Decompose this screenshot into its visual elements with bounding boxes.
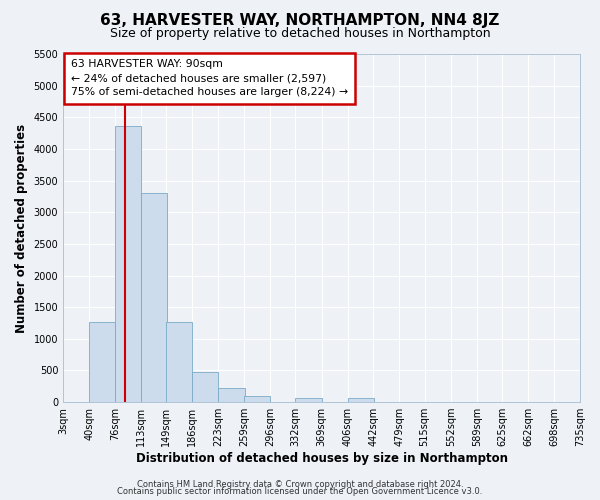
- Text: Size of property relative to detached houses in Northampton: Size of property relative to detached ho…: [110, 28, 490, 40]
- Bar: [193, 372, 218, 402]
- Bar: [295, 398, 322, 402]
- Bar: [166, 322, 193, 402]
- X-axis label: Distribution of detached houses by size in Northampton: Distribution of detached houses by size …: [136, 452, 508, 465]
- Text: Contains public sector information licensed under the Open Government Licence v3: Contains public sector information licen…: [118, 487, 482, 496]
- Bar: [141, 193, 167, 402]
- Bar: [115, 126, 141, 402]
- Text: Contains HM Land Registry data © Crown copyright and database right 2024.: Contains HM Land Registry data © Crown c…: [137, 480, 463, 489]
- Text: 63 HARVESTER WAY: 90sqm
← 24% of detached houses are smaller (2,597)
75% of semi: 63 HARVESTER WAY: 90sqm ← 24% of detache…: [71, 59, 348, 97]
- Bar: [348, 398, 374, 402]
- Bar: [89, 322, 115, 402]
- Bar: [244, 396, 270, 402]
- Y-axis label: Number of detached properties: Number of detached properties: [15, 124, 28, 332]
- Text: 63, HARVESTER WAY, NORTHAMPTON, NN4 8JZ: 63, HARVESTER WAY, NORTHAMPTON, NN4 8JZ: [100, 12, 500, 28]
- Bar: [218, 388, 245, 402]
